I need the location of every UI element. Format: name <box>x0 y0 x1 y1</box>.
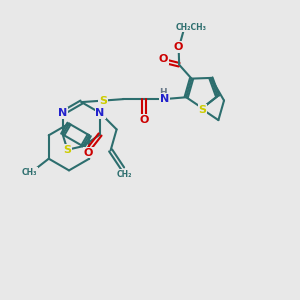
Text: S: S <box>99 96 107 106</box>
Text: O: O <box>158 54 168 64</box>
Text: N: N <box>160 94 169 104</box>
Text: O: O <box>174 42 183 52</box>
Text: N: N <box>95 108 105 118</box>
Text: CH₂CH₃: CH₂CH₃ <box>176 22 207 32</box>
Text: S: S <box>198 105 206 115</box>
Text: H: H <box>160 94 168 103</box>
Text: CH₂: CH₂ <box>116 170 132 179</box>
Text: N: N <box>58 108 67 118</box>
Text: S: S <box>63 145 71 155</box>
Text: CH₃: CH₃ <box>22 168 38 177</box>
Text: O: O <box>83 148 93 158</box>
Text: H: H <box>159 88 166 97</box>
Text: O: O <box>139 115 148 125</box>
